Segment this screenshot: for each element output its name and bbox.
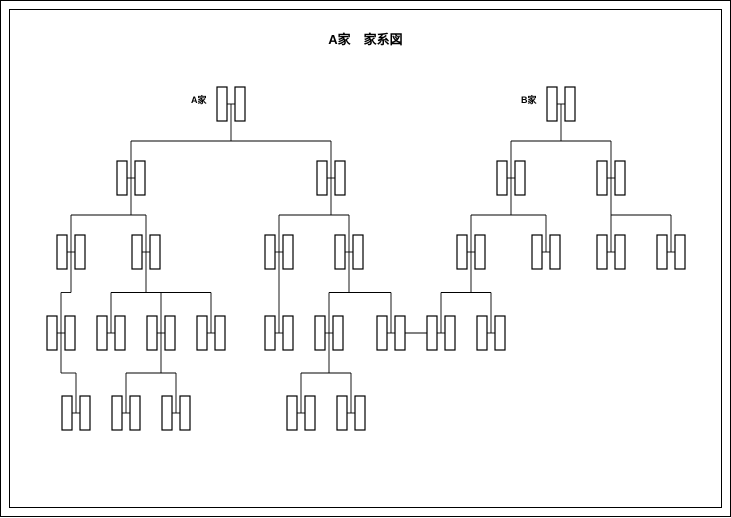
person-box bbox=[335, 235, 345, 269]
person-box bbox=[57, 235, 67, 269]
person-box bbox=[495, 316, 505, 350]
person-box bbox=[97, 316, 107, 350]
person-box bbox=[117, 161, 127, 195]
person-box bbox=[75, 235, 85, 269]
person-box bbox=[675, 235, 685, 269]
person-box bbox=[317, 161, 327, 195]
person-box bbox=[215, 316, 225, 350]
person-box bbox=[132, 235, 142, 269]
person-box bbox=[615, 235, 625, 269]
person-box bbox=[217, 87, 227, 121]
person-box bbox=[112, 396, 122, 430]
person-box bbox=[353, 235, 363, 269]
person-box bbox=[355, 396, 365, 430]
person-box bbox=[550, 235, 560, 269]
person-box bbox=[80, 396, 90, 430]
person-box bbox=[115, 316, 125, 350]
person-box bbox=[315, 316, 325, 350]
person-box bbox=[497, 161, 507, 195]
person-box bbox=[475, 235, 485, 269]
outer-frame: A家 家系図 A家 B家 bbox=[0, 0, 731, 517]
person-box bbox=[65, 316, 75, 350]
person-box bbox=[337, 396, 347, 430]
tree-svg bbox=[1, 1, 731, 518]
person-box bbox=[135, 161, 145, 195]
person-box bbox=[47, 316, 57, 350]
person-box bbox=[235, 87, 245, 121]
person-box bbox=[305, 396, 315, 430]
person-box bbox=[597, 235, 607, 269]
person-box bbox=[283, 316, 293, 350]
person-box bbox=[130, 396, 140, 430]
person-box bbox=[147, 316, 157, 350]
person-box bbox=[547, 87, 557, 121]
person-box bbox=[335, 161, 345, 195]
person-box bbox=[265, 235, 275, 269]
person-box bbox=[150, 235, 160, 269]
person-box bbox=[565, 87, 575, 121]
person-box bbox=[62, 396, 72, 430]
person-box bbox=[165, 316, 175, 350]
person-box bbox=[445, 316, 455, 350]
person-box bbox=[457, 235, 467, 269]
person-box bbox=[197, 316, 207, 350]
person-box bbox=[265, 316, 275, 350]
person-box bbox=[532, 235, 542, 269]
person-box bbox=[287, 396, 297, 430]
person-box bbox=[377, 316, 387, 350]
person-box bbox=[615, 161, 625, 195]
person-box bbox=[180, 396, 190, 430]
person-box bbox=[477, 316, 487, 350]
person-box bbox=[427, 316, 437, 350]
person-box bbox=[515, 161, 525, 195]
person-box bbox=[597, 161, 607, 195]
person-box bbox=[162, 396, 172, 430]
person-box bbox=[333, 316, 343, 350]
person-box bbox=[657, 235, 667, 269]
person-box bbox=[283, 235, 293, 269]
person-box bbox=[395, 316, 405, 350]
